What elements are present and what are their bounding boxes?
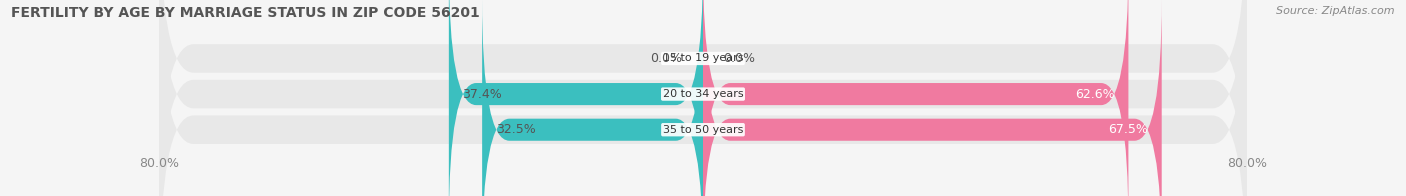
FancyBboxPatch shape [159,0,1247,196]
Text: 67.5%: 67.5% [1108,123,1149,136]
Text: 35 to 50 years: 35 to 50 years [662,125,744,135]
Text: 62.6%: 62.6% [1076,88,1115,101]
Text: 37.4%: 37.4% [463,88,502,101]
FancyBboxPatch shape [449,0,703,196]
FancyBboxPatch shape [703,0,1161,196]
FancyBboxPatch shape [482,0,703,196]
FancyBboxPatch shape [159,0,1247,196]
Text: 20 to 34 years: 20 to 34 years [662,89,744,99]
Text: 32.5%: 32.5% [496,123,536,136]
Text: FERTILITY BY AGE BY MARRIAGE STATUS IN ZIP CODE 56201: FERTILITY BY AGE BY MARRIAGE STATUS IN Z… [11,6,479,20]
FancyBboxPatch shape [703,0,1129,196]
Text: 15 to 19 years: 15 to 19 years [662,54,744,64]
FancyBboxPatch shape [159,0,1247,196]
Text: Source: ZipAtlas.com: Source: ZipAtlas.com [1277,6,1395,16]
Text: 0.0%: 0.0% [651,52,683,65]
Text: 0.0%: 0.0% [723,52,755,65]
